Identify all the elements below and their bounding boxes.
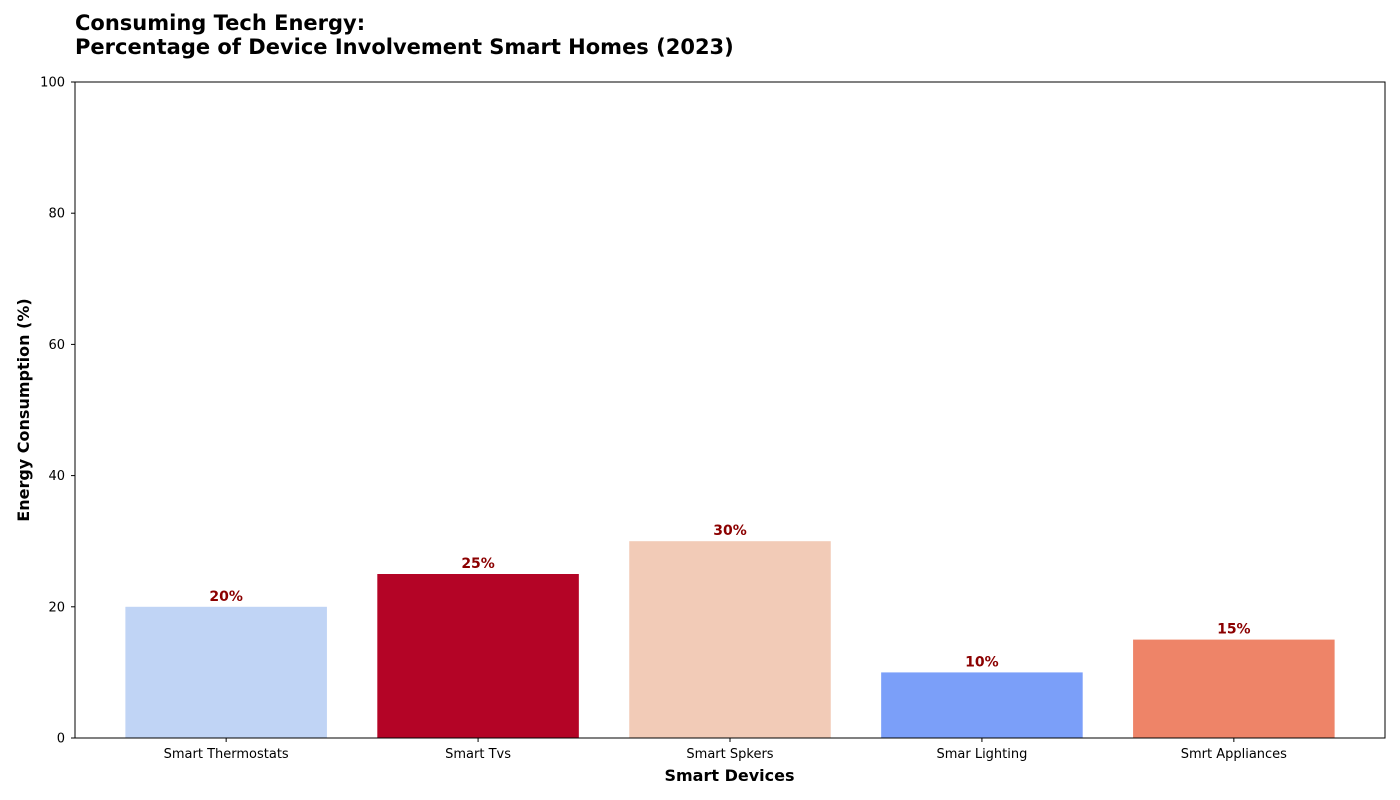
data-labels-layer: 20% 25% 30% 10% 15% xyxy=(209,523,1250,670)
y-axis: 0 20 40 60 80 100 xyxy=(40,76,75,747)
x-tick-label: Smrt Appliances xyxy=(1181,747,1287,762)
y-tick-label: 40 xyxy=(48,469,65,484)
bar-value-label: 15% xyxy=(1217,622,1251,638)
y-tick-label: 80 xyxy=(48,207,65,222)
y-axis-label: Energy Consumption (%) xyxy=(14,298,33,521)
bar-value-label: 25% xyxy=(461,556,495,572)
bar xyxy=(377,574,579,738)
y-tick-label: 20 xyxy=(48,600,65,615)
x-axis-label: Smart Devices xyxy=(664,766,794,785)
x-tick-label: Smart Tvs xyxy=(445,747,511,762)
chart-title-line-2: Percentage of Device Involvement Smart H… xyxy=(75,35,734,59)
chart-title: Consuming Tech Energy: Percentage of Dev… xyxy=(75,11,734,59)
bar xyxy=(881,672,1083,738)
bars-layer xyxy=(125,541,1335,738)
y-tick-label: 60 xyxy=(48,338,65,353)
chart-title-line-1: Consuming Tech Energy: xyxy=(75,11,366,35)
bar-value-label: 10% xyxy=(965,654,999,670)
x-tick-label: Smart Thermostats xyxy=(164,747,289,762)
x-tick-label: Smart Spkers xyxy=(686,747,773,762)
bar xyxy=(629,541,831,738)
y-tick-label: 0 xyxy=(57,732,65,747)
bar xyxy=(125,606,327,738)
bar-value-label: 20% xyxy=(209,589,243,605)
x-axis: Smart Thermostats Smart Tvs Smart Spkers Sm… xyxy=(164,738,1287,762)
x-tick-label: Smar Lighting xyxy=(936,747,1027,762)
bar xyxy=(1133,639,1335,738)
y-tick-label: 100 xyxy=(40,76,65,91)
bar-value-label: 30% xyxy=(713,523,747,539)
